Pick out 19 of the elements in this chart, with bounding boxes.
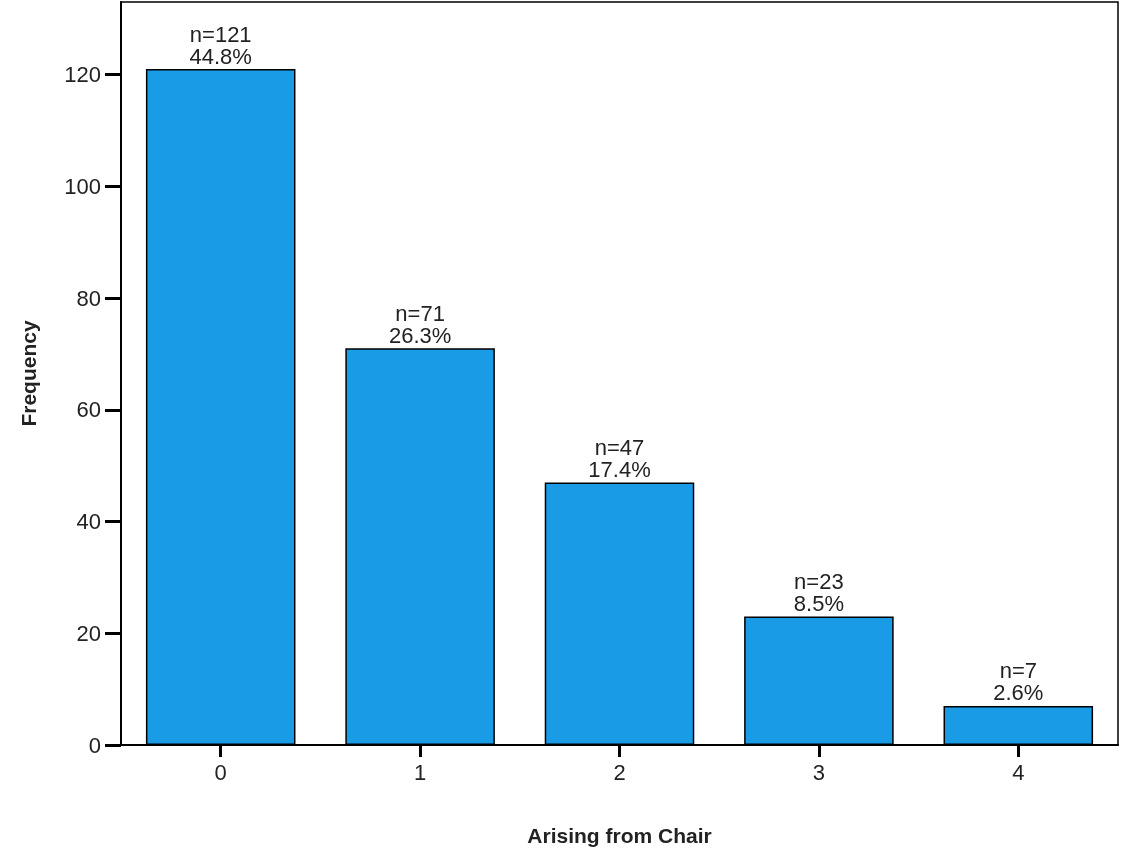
y-tick-label: 80 (76, 285, 101, 311)
data-label: n=71 26.3% (388, 300, 452, 348)
y-tick-label: 20 (76, 620, 101, 646)
data-label: n=121 44.8% (189, 21, 252, 69)
data-label: n=7 2.6% (993, 658, 1044, 706)
y-tick-label: 100 (64, 173, 101, 199)
x-axis-title: Arising from Chair (527, 824, 712, 847)
y-axis-title: Frequency (17, 320, 40, 427)
y-tick-label: 0 (88, 732, 101, 758)
x-tick-label: 4 (1012, 759, 1025, 785)
data-label: n=47 17.4% (588, 434, 651, 482)
data-label: n=23 8.5% (793, 569, 844, 617)
x-tick-label: 2 (613, 759, 626, 785)
x-tick-label: 1 (413, 759, 427, 785)
y-tick-label: 40 (76, 509, 101, 535)
y-tick-label: 60 (76, 397, 101, 423)
x-tick-label: 0 (214, 759, 227, 785)
y-tick-label: 120 (64, 62, 101, 88)
x-tick-label: 3 (812, 759, 826, 785)
